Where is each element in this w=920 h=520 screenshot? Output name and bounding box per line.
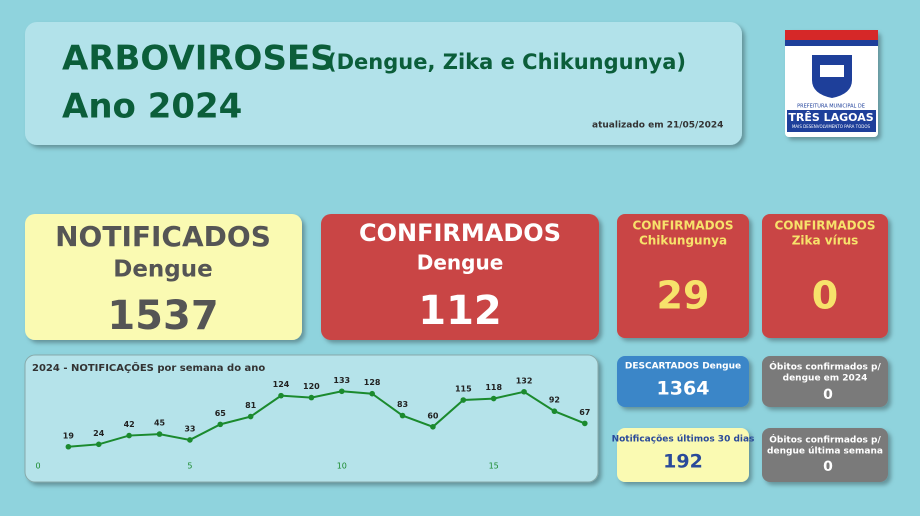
value-label: 24	[93, 429, 105, 438]
card-notificados	[25, 214, 302, 340]
value-label: 42	[124, 420, 135, 429]
chart-box	[24, 354, 599, 483]
card-title: CONFIRMADOS	[633, 219, 734, 233]
card-value: 0	[823, 459, 833, 475]
logo-banner	[787, 110, 876, 132]
value-label: 19	[63, 431, 75, 440]
card-line: Óbitos confirmados p/	[769, 361, 881, 373]
year: Ano 2024	[62, 87, 242, 127]
point	[582, 420, 588, 427]
card-obitos-semana	[762, 428, 888, 482]
updated: atualizado em 21/05/2024	[592, 121, 723, 131]
point	[521, 388, 527, 395]
card-value: 29	[657, 274, 710, 318]
value-label: 120	[303, 382, 320, 391]
card-value: 0	[823, 387, 833, 403]
value-label: 133	[333, 376, 350, 385]
point	[369, 390, 375, 397]
card-value: 1537	[107, 293, 218, 339]
x-tick-label: 5	[187, 462, 192, 471]
card-line: Óbitos confirmados p/	[769, 434, 881, 446]
x-tick-label: 10	[337, 462, 347, 471]
point	[95, 441, 102, 448]
value-label: 115	[455, 385, 472, 394]
point	[308, 394, 315, 401]
value-label: 81	[245, 401, 257, 410]
x-tick-label: 0	[35, 462, 40, 471]
card-value: 192	[663, 451, 703, 473]
line	[68, 390, 586, 448]
value-label: 67	[579, 408, 590, 417]
logo-name: TRÊS LAGOAS	[788, 111, 873, 124]
card-value: 112	[418, 288, 502, 334]
point	[247, 413, 254, 420]
card-line: dengue em 2024	[783, 374, 868, 384]
card-notificacoes-30	[617, 428, 749, 482]
subtitle: (Dengue, Zika e Chikungunya)	[327, 50, 686, 74]
point	[217, 421, 224, 428]
card-subtitle: Dengue	[113, 257, 213, 283]
card-chikungunya	[617, 214, 749, 338]
point	[126, 432, 132, 439]
card-descartados	[617, 356, 749, 407]
logo-slogan: MAIS DESENVOLVIMENTO PARA TODOS	[792, 124, 871, 129]
card-title: CONFIRMADOS	[775, 219, 876, 233]
x-tick-label: 15	[489, 462, 499, 471]
chart-title: 2024 - NOTIFICAÇÕES por semana do ano	[32, 361, 265, 374]
card-subtitle: Dengue	[417, 251, 504, 275]
point	[278, 392, 284, 399]
card-title: Notificações últimos 30 dias	[612, 435, 755, 445]
card-value: 1364	[657, 378, 710, 400]
card-title: DESCARTADOS Dengue	[625, 362, 741, 372]
card-zika	[762, 214, 888, 338]
point	[460, 397, 467, 403]
value-label: 92	[549, 396, 560, 405]
point	[430, 424, 436, 430]
value-label: 124	[273, 380, 290, 389]
point	[338, 388, 345, 395]
value-label: 45	[154, 419, 166, 428]
value-label: 65	[215, 409, 227, 418]
point	[399, 412, 406, 419]
point	[156, 431, 163, 437]
card-line: dengue última semana	[767, 447, 883, 457]
logo: PREFEITURA MUNICIPAL DE TRÊS LAGOAS MAIS…	[785, 30, 878, 137]
value-label: 83	[397, 400, 408, 409]
header-box	[25, 22, 742, 145]
card-value: 0	[812, 274, 838, 318]
point	[187, 437, 193, 443]
card-obitos-ano	[762, 356, 888, 407]
card-subtitle: Zika vírus	[792, 234, 859, 248]
value-label: 118	[485, 383, 502, 392]
point	[490, 395, 497, 402]
value-label: 128	[364, 378, 381, 387]
point	[65, 443, 72, 450]
point	[551, 408, 558, 415]
value-label: 33	[184, 424, 195, 433]
title: ARBOVIROSES	[62, 39, 335, 79]
logo-band	[785, 40, 878, 46]
value-label: 132	[516, 376, 533, 385]
logo-detail	[820, 65, 844, 77]
logo-band	[785, 30, 878, 40]
card-confirmados	[321, 214, 599, 340]
card-title: NOTIFICADOS	[55, 220, 271, 253]
card-subtitle: Chikungunya	[639, 234, 727, 248]
value-label: 60	[427, 411, 439, 420]
logo-text: PREFEITURA MUNICIPAL DE	[797, 104, 865, 110]
card-title: CONFIRMADOS	[359, 219, 561, 247]
